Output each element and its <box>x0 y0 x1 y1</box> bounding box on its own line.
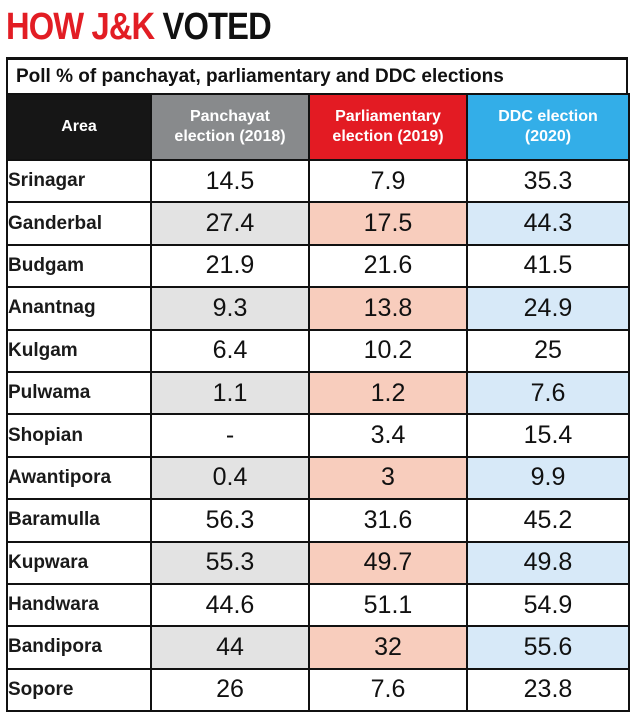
cell-ddc: 55.6 <box>466 625 630 670</box>
cell-ddc: 45.2 <box>466 498 630 543</box>
table-row: Kupwara 55.3 49.7 49.8 <box>6 540 630 585</box>
cell-panchayat: 27.4 <box>150 201 310 246</box>
cell-area: Pulwama <box>6 370 152 416</box>
cell-area: Awantipora <box>6 455 152 501</box>
table-row: Bandipora 44 32 55.6 <box>6 625 630 670</box>
header-ddc-line1: DDC election <box>498 108 598 125</box>
cell-parliamentary: 21.6 <box>308 243 468 289</box>
cell-parliamentary: 7.9 <box>308 158 468 204</box>
cell-ddc: 9.9 <box>466 455 630 501</box>
cell-parliamentary: 3 <box>308 455 468 501</box>
cell-ddc: 25 <box>466 328 630 373</box>
table-row: Ganderbal 27.4 17.5 44.3 <box>6 201 630 246</box>
cell-panchayat: - <box>150 413 310 458</box>
table-row: Srinagar 14.5 7.9 35.3 <box>6 158 630 204</box>
cell-parliamentary: 51.1 <box>308 582 468 628</box>
cell-parliamentary: 7.6 <box>308 667 468 712</box>
cell-ddc: 49.8 <box>466 540 630 585</box>
table-header-row: Area Panchayat election (2018) Parliamen… <box>6 93 630 161</box>
cell-ddc: 24.9 <box>466 286 630 331</box>
cell-panchayat: 21.9 <box>150 243 310 289</box>
header-ddc: DDC election (2020) <box>466 93 630 161</box>
cell-panchayat: 9.3 <box>150 286 310 331</box>
cell-ddc: 7.6 <box>466 370 630 416</box>
header-area: Area <box>6 93 152 161</box>
cell-area: Kulgam <box>6 328 152 373</box>
headline: HOW J&K VOTED <box>6 2 272 52</box>
table-row: Anantnag 9.3 13.8 24.9 <box>6 286 630 331</box>
cell-ddc: 41.5 <box>466 243 630 289</box>
header-panchayat-line1: Panchayat <box>189 108 271 125</box>
table-row: Kulgam 6.4 10.2 25 <box>6 328 630 373</box>
cell-panchayat: 56.3 <box>150 498 310 543</box>
header-panchayat: Panchayat election (2018) <box>150 93 310 161</box>
header-parliamentary-line2: election (2019) <box>332 128 444 145</box>
cell-area: Baramulla <box>6 498 152 543</box>
cell-area: Bandipora <box>6 625 152 670</box>
cell-ddc: 54.9 <box>466 582 630 628</box>
cell-ddc: 44.3 <box>466 201 630 246</box>
cell-parliamentary: 31.6 <box>308 498 468 543</box>
cell-panchayat: 1.1 <box>150 370 310 416</box>
cell-parliamentary: 32 <box>308 625 468 670</box>
table-row: Handwara 44.6 51.1 54.9 <box>6 582 630 628</box>
cell-area: Sopore <box>6 667 152 712</box>
headline-part-2: VOTED <box>162 6 272 48</box>
cell-panchayat: 0.4 <box>150 455 310 501</box>
cell-parliamentary: 17.5 <box>308 201 468 246</box>
table-row: Shopian - 3.4 15.4 <box>6 413 630 458</box>
table-row: Awantipora 0.4 3 9.9 <box>6 455 630 501</box>
table-subtitle: Poll % of panchayat, parliamentary and D… <box>6 57 628 93</box>
cell-parliamentary: 49.7 <box>308 540 468 585</box>
cell-panchayat: 44.6 <box>150 582 310 628</box>
cell-area: Ganderbal <box>6 201 152 246</box>
table-row: Pulwama 1.1 1.2 7.6 <box>6 370 630 416</box>
cell-area: Anantnag <box>6 286 152 331</box>
cell-panchayat: 44 <box>150 625 310 670</box>
cell-panchayat: 55.3 <box>150 540 310 585</box>
cell-parliamentary: 10.2 <box>308 328 468 373</box>
cell-ddc: 35.3 <box>466 158 630 204</box>
header-panchayat-line2: election (2018) <box>174 128 286 145</box>
header-parliamentary-line1: Parliamentary <box>335 108 441 125</box>
cell-area: Budgam <box>6 243 152 289</box>
cell-parliamentary: 13.8 <box>308 286 468 331</box>
cell-area: Srinagar <box>6 158 152 204</box>
poll-table: Area Panchayat election (2018) Parliamen… <box>6 93 630 712</box>
headline-part-1: HOW J&K <box>6 6 155 48</box>
table-row: Budgam 21.9 21.6 41.5 <box>6 243 630 289</box>
cell-panchayat: 14.5 <box>150 158 310 204</box>
cell-area: Shopian <box>6 413 152 458</box>
cell-area: Kupwara <box>6 540 152 585</box>
cell-panchayat: 26 <box>150 667 310 712</box>
cell-panchayat: 6.4 <box>150 328 310 373</box>
cell-parliamentary: 1.2 <box>308 370 468 416</box>
header-ddc-line2: (2020) <box>524 128 572 145</box>
cell-ddc: 23.8 <box>466 667 630 712</box>
table-row: Baramulla 56.3 31.6 45.2 <box>6 498 630 543</box>
cell-area: Handwara <box>6 582 152 628</box>
cell-parliamentary: 3.4 <box>308 413 468 458</box>
cell-ddc: 15.4 <box>466 413 630 458</box>
header-parliamentary: Parliamentary election (2019) <box>308 93 468 161</box>
table-row: Sopore 26 7.6 23.8 <box>6 667 630 712</box>
